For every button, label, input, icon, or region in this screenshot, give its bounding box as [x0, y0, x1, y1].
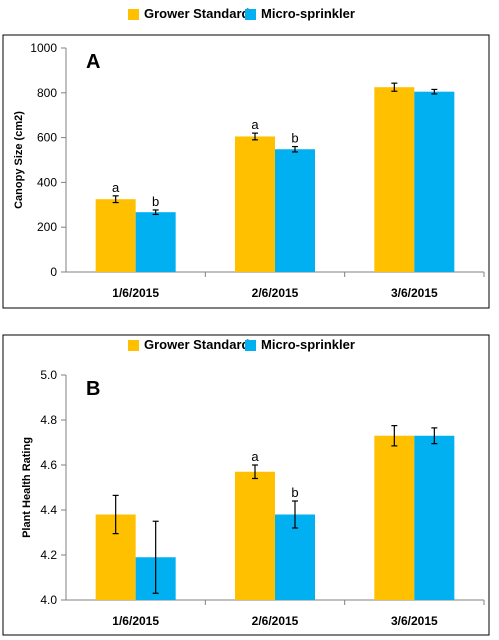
significance-letter: a	[112, 180, 120, 195]
bar-grower-standard	[374, 435, 415, 600]
y-tick-label: 4.6	[40, 458, 57, 472]
legend-swatch-micro-sprinkler	[245, 340, 256, 351]
chart-panel-a: Grower Standard Micro-sprinkler A 0 200 400 60…	[2, 6, 490, 309]
legend-swatch-micro-sprinkler	[245, 9, 256, 20]
panel-label: A	[86, 51, 100, 73]
y-tick-label: 4.0	[40, 593, 57, 607]
significance-letter: a	[251, 117, 259, 132]
y-tick-label: 400	[37, 175, 57, 189]
legend-swatch-grower-standard	[128, 9, 139, 20]
legend-label-grower-standard: Grower Standard	[144, 6, 250, 21]
y-tick-label: 200	[37, 220, 57, 234]
bar-micro-sprinkler	[414, 435, 455, 600]
significance-letter: b	[291, 131, 298, 146]
y-tick-label: 800	[37, 86, 57, 100]
y-tick-label: 5.0	[40, 368, 57, 382]
significance-letter: b	[291, 485, 298, 500]
significance-letter: b	[152, 194, 159, 209]
x-tick-label: 3/6/2015	[391, 286, 438, 300]
y-tick-label: 1000	[30, 41, 57, 55]
significance-letter: a	[251, 449, 259, 464]
bar-micro-sprinkler	[135, 212, 176, 272]
bar-micro-sprinkler	[414, 91, 455, 273]
y-tick-label: 600	[37, 131, 57, 145]
bar-grower-standard	[235, 136, 275, 272]
y-tick-label: 4.2	[40, 548, 57, 562]
y-axis-title: Plant Health Rating	[21, 437, 33, 538]
x-tick-label: 2/6/2015	[252, 614, 299, 628]
bar-grower-standard	[95, 199, 136, 272]
x-tick-label: 1/6/2015	[112, 614, 159, 628]
y-tick-label: 0	[50, 265, 57, 279]
x-tick-label: 3/6/2015	[391, 614, 438, 628]
bar-micro-sprinkler	[275, 514, 315, 600]
y-axis-title: Canopy Size (cm2)	[13, 111, 25, 209]
bar-grower-standard	[374, 87, 415, 272]
x-tick-label: 1/6/2015	[112, 286, 159, 300]
legend-label-grower-standard: Grower Standard	[144, 337, 250, 352]
y-tick-label: 4.4	[40, 503, 57, 517]
legend-label-micro-sprinkler: Micro-sprinkler	[261, 337, 355, 352]
chart-panel-b: Grower Standard Micro-sprinkler B 4.0 4.2 4.4…	[2, 334, 490, 636]
panel-label: B	[86, 378, 100, 400]
legend-swatch-grower-standard	[128, 340, 139, 351]
y-tick-label: 4.8	[40, 413, 57, 427]
bar-grower-standard	[235, 471, 275, 600]
bar-micro-sprinkler	[275, 149, 315, 272]
legend-label-micro-sprinkler: Micro-sprinkler	[261, 6, 355, 21]
x-tick-label: 2/6/2015	[252, 286, 299, 300]
